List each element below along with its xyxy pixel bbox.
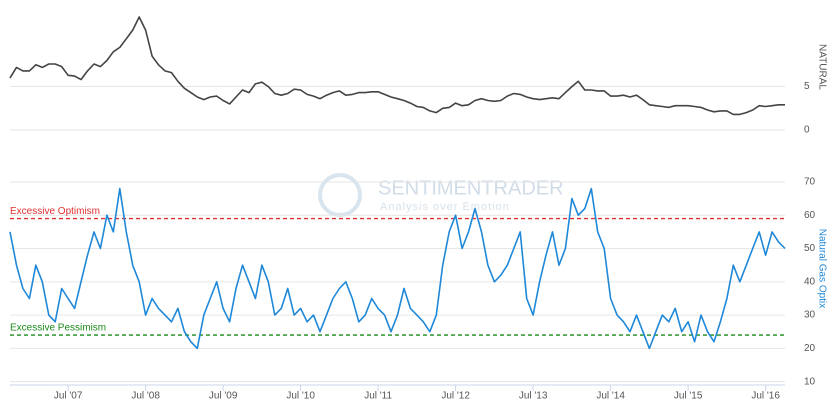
y-tick-label: 20: [804, 343, 816, 354]
x-tick-label: Jul '10: [286, 391, 315, 402]
threshold-label: Excessive Pessimism: [10, 323, 106, 334]
x-tick-label: Jul '15: [674, 391, 703, 402]
x-tick-label: Jul '13: [519, 391, 548, 402]
y-tick-label: 40: [804, 276, 816, 287]
y-axis-title: NATURAL: [816, 44, 827, 90]
threshold-label: Excessive Optimism: [10, 206, 100, 217]
x-tick-label: Jul '09: [209, 391, 238, 402]
y-tick-label: 70: [804, 177, 816, 188]
watermark: SENTIMENTRADER: [378, 177, 564, 199]
watermark-logo: [318, 173, 362, 217]
watermark-subtitle: Analysis over Emotion: [380, 201, 510, 213]
x-tick-label: Jul '11: [364, 391, 392, 402]
y-tick-label: 50: [804, 243, 816, 254]
y-tick-label: 0: [804, 125, 810, 136]
y-tick-label: 30: [804, 310, 816, 321]
x-tick-label: Jul '07: [54, 391, 83, 402]
x-tick-label: Jul '12: [441, 391, 470, 402]
series-line: [9, 16, 785, 116]
x-tick-label: Jul '14: [596, 391, 625, 402]
y-tick-label: 60: [804, 210, 816, 221]
series-line: [9, 187, 786, 350]
y-tick-label: 10: [804, 376, 816, 387]
x-tick-label: Jul '08: [131, 391, 160, 402]
y-tick-label: 5: [804, 81, 810, 92]
y-axis-title: Natural Gas Optix: [816, 229, 827, 308]
x-tick-label: Jul '16: [751, 391, 780, 402]
